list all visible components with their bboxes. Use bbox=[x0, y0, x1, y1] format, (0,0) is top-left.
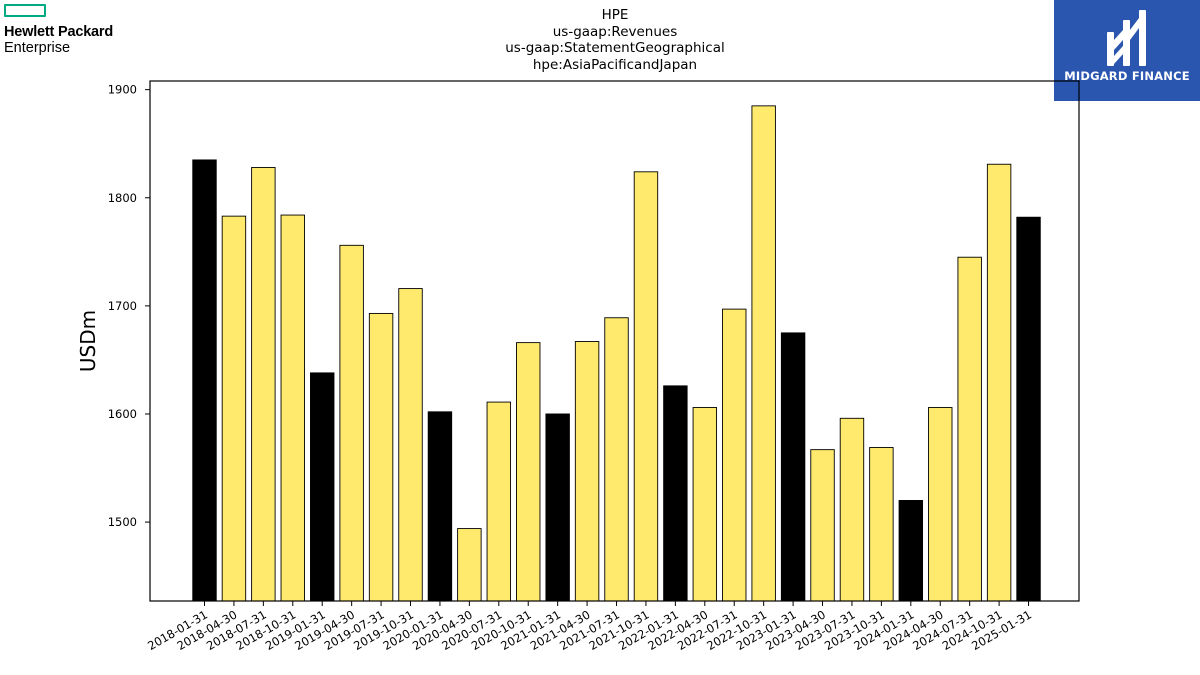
y-tick-label: 1800 bbox=[108, 191, 137, 205]
bar-2020-04-30 bbox=[457, 528, 482, 602]
midgard-finance-name: MIDGARD FINANCE bbox=[1064, 69, 1190, 83]
bar-2020-01-31 bbox=[427, 411, 453, 602]
y-axis-label: USDm bbox=[76, 310, 100, 372]
y-tick-label: 1500 bbox=[108, 515, 137, 529]
bar-2020-10-31 bbox=[516, 342, 541, 602]
y-tick-label: 1600 bbox=[108, 407, 137, 421]
bar-2022-10-31 bbox=[751, 105, 776, 602]
y-tick-label: 1900 bbox=[108, 83, 137, 97]
hpe-logo: Hewlett Packard Enterprise bbox=[4, 4, 144, 56]
chart-title-line: hpe:AsiaPacificandJapan bbox=[532, 56, 698, 73]
bar-2024-01-31 bbox=[898, 500, 924, 602]
hpe-logo-line2: Enterprise bbox=[4, 40, 71, 56]
chart-title-line: us-gaap:Revenues bbox=[552, 23, 678, 40]
midgard-finance-logo: MIDGARD FINANCE bbox=[1054, 0, 1200, 101]
bar-2019-07-31 bbox=[368, 312, 394, 602]
bar-2022-01-31 bbox=[663, 385, 688, 602]
bar-2024-10-31 bbox=[986, 163, 1012, 602]
bar-2018-04-30 bbox=[221, 215, 247, 602]
plot-frame bbox=[149, 80, 1080, 602]
bar-2022-07-31 bbox=[722, 308, 747, 602]
midgard-mark-icon bbox=[1107, 10, 1146, 66]
chart-title-line: us-gaap:StatementGeographical bbox=[505, 40, 725, 56]
bar-2023-07-31 bbox=[839, 417, 865, 602]
bar-2025-01-31 bbox=[1016, 216, 1041, 602]
chart-title: HPE us-gaap:Revenues us-gaap:StatementGe… bbox=[415, 7, 815, 73]
bar-2019-01-31 bbox=[310, 372, 335, 602]
bar-2018-01-31 bbox=[192, 159, 217, 602]
x-axis: 2018-01-312018-04-302018-07-312018-10-31… bbox=[145, 601, 1034, 653]
bar-2021-07-31 bbox=[604, 317, 629, 602]
bar-2021-01-31 bbox=[545, 413, 570, 602]
hpe-logo-line1: Hewlett Packard bbox=[4, 24, 114, 40]
hpe-rectangle-icon bbox=[4, 4, 46, 17]
chart-title-line: HPE bbox=[601, 7, 629, 23]
bar-2023-01-31 bbox=[780, 332, 806, 602]
bar-2019-04-30 bbox=[339, 244, 364, 602]
bar-2020-07-31 bbox=[486, 401, 511, 602]
bar-2018-10-31 bbox=[280, 214, 305, 602]
y-axis: 1500 1600 1700 1800 1900 bbox=[108, 83, 150, 529]
bar-2021-04-30 bbox=[574, 341, 600, 602]
y-tick-label: 1700 bbox=[108, 299, 137, 313]
bar-2021-10-31 bbox=[633, 171, 659, 602]
bar-2024-07-31 bbox=[957, 256, 982, 602]
bar-2019-10-31 bbox=[398, 288, 423, 602]
bar-2023-04-30 bbox=[810, 449, 835, 602]
bar-2022-04-30 bbox=[692, 407, 718, 602]
bar-2024-04-30 bbox=[928, 407, 953, 602]
bars-group bbox=[192, 105, 1041, 602]
bar-2018-07-31 bbox=[251, 167, 276, 602]
bar-2023-10-31 bbox=[869, 447, 894, 602]
